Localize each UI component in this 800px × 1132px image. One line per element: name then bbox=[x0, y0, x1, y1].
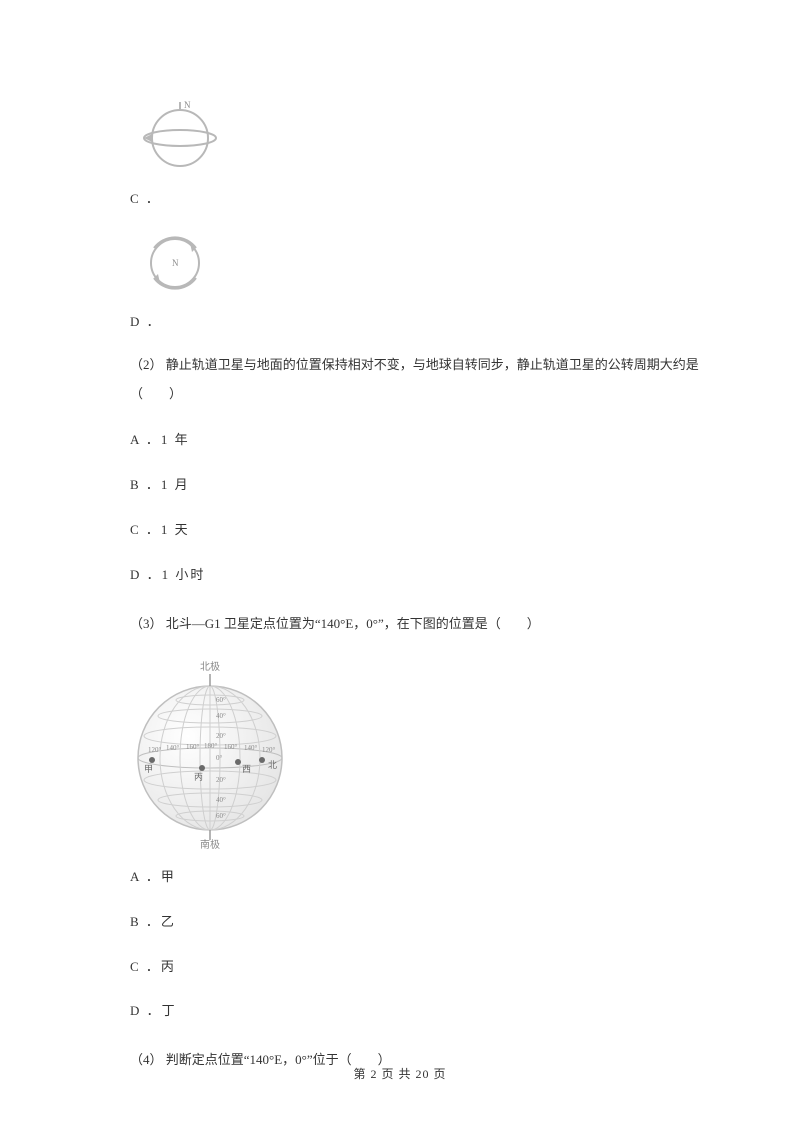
q3-choice-d: D ．丁 bbox=[130, 1001, 700, 1022]
svg-text:0°: 0° bbox=[216, 754, 223, 762]
q3-globe: 北极 南极 60° 40° 20° 0° 20° 40° 60 bbox=[130, 660, 700, 857]
q3-choice-b: B ．乙 bbox=[130, 912, 700, 933]
page-footer: 第 2 页 共 20 页 bbox=[0, 1065, 800, 1084]
diagram-d: N bbox=[130, 228, 700, 305]
globe-side-icon: N bbox=[130, 96, 230, 174]
svg-text:160°: 160° bbox=[186, 743, 200, 751]
svg-text:北: 北 bbox=[268, 760, 277, 770]
globe-top-icon: N bbox=[130, 228, 220, 298]
svg-text:甲: 甲 bbox=[144, 764, 153, 774]
option-d-label: D ． bbox=[130, 312, 700, 333]
svg-text:N: N bbox=[184, 100, 191, 110]
svg-text:180°: 180° bbox=[204, 742, 218, 750]
q2-choice-d: D ．1 小时 bbox=[130, 565, 700, 586]
svg-text:北极: 北极 bbox=[200, 660, 220, 673]
q3-choice-a: A ．甲 bbox=[130, 867, 700, 888]
q3-text: （3） 北斗—G1 卫星定点位置为“140°E，0°”，在下图的位置是（ ） bbox=[130, 610, 700, 639]
svg-text:N: N bbox=[172, 258, 179, 268]
svg-text:20°: 20° bbox=[216, 776, 226, 784]
svg-text:40°: 40° bbox=[216, 796, 226, 804]
q2-choice-b: B ．1 月 bbox=[130, 475, 700, 496]
option-c-label: C ． bbox=[130, 189, 700, 210]
q3-choice-c: C ．丙 bbox=[130, 957, 700, 978]
svg-text:140°: 140° bbox=[166, 744, 180, 752]
q2-text: （2） 静止轨道卫星与地面的位置保持相对不变，与地球自转同步，静止轨道卫星的公转… bbox=[130, 351, 700, 408]
q2-choice-c: C ．1 天 bbox=[130, 520, 700, 541]
q2-choice-a: A ．1 年 bbox=[130, 430, 700, 451]
svg-text:西: 西 bbox=[242, 764, 251, 774]
svg-text:160°: 160° bbox=[224, 743, 238, 751]
svg-text:60°: 60° bbox=[216, 812, 226, 820]
svg-text:20°: 20° bbox=[216, 732, 226, 740]
diagram-c: N bbox=[130, 96, 700, 181]
svg-text:140°: 140° bbox=[244, 744, 258, 752]
svg-text:丙: 丙 bbox=[194, 772, 203, 782]
svg-text:120°: 120° bbox=[262, 746, 276, 754]
svg-text:60°: 60° bbox=[216, 696, 226, 704]
svg-text:120°: 120° bbox=[148, 746, 162, 754]
svg-text:40°: 40° bbox=[216, 712, 226, 720]
globe-grid-icon: 北极 南极 60° 40° 20° 0° 20° 40° 60 bbox=[130, 660, 290, 850]
